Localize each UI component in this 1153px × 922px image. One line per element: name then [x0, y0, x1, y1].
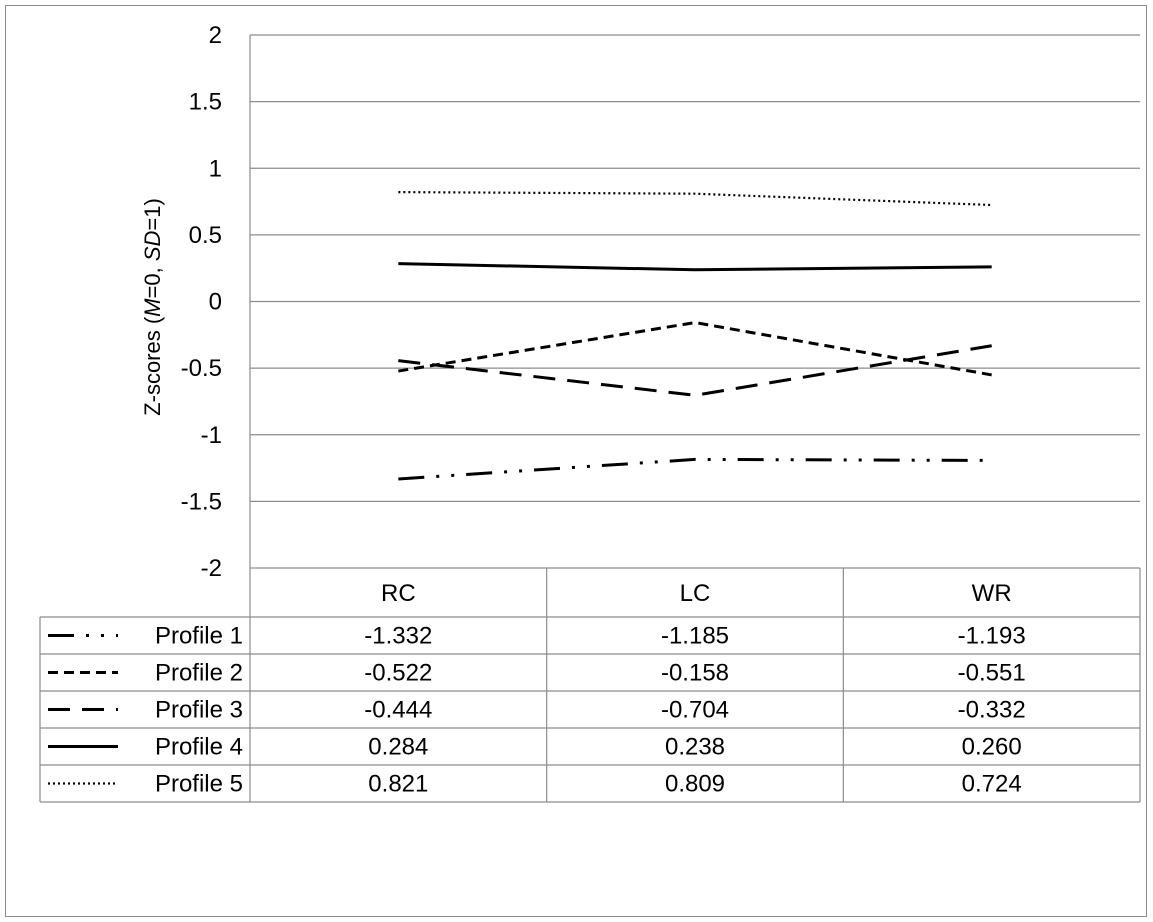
data-value-label: -0.444 — [364, 697, 432, 724]
gridlines — [249, 34, 1140, 569]
y-tick-label: 0.5 — [189, 222, 222, 249]
data-value-label: 0.260 — [962, 734, 1022, 761]
legend-label: Profile 5 — [155, 771, 243, 798]
category-header: LC — [680, 580, 711, 607]
data-value-label: 0.284 — [368, 734, 428, 761]
y-tick-label: 1.5 — [189, 89, 222, 116]
data-value-label: -0.522 — [364, 660, 432, 687]
series-line-profile-2 — [398, 321, 992, 377]
category-header: RC — [381, 580, 416, 607]
data-value-label: 0.809 — [665, 771, 725, 798]
series-line-profile-5 — [398, 191, 992, 207]
y-tick-label: -2 — [201, 555, 222, 582]
data-value-label: 0.821 — [368, 771, 428, 798]
y-tick-label: 0 — [209, 289, 222, 316]
y-axis-label: Z-scores (M=0, SD=1) — [140, 198, 165, 416]
y-tick-label: -0.5 — [181, 355, 222, 382]
category-header: WR — [972, 580, 1012, 607]
y-tick-label: -1 — [201, 422, 222, 449]
data-value-label: -1.193 — [958, 623, 1026, 650]
y-tick-label: -1.5 — [181, 488, 222, 515]
data-value-label: -0.551 — [958, 660, 1026, 687]
chart-frame — [5, 5, 1147, 917]
data-value-label: -0.158 — [661, 660, 729, 687]
data-value-label: -0.704 — [661, 697, 729, 724]
y-tick-label: 1 — [209, 155, 222, 182]
data-value-label: -1.185 — [661, 623, 729, 650]
data-value-label: -1.332 — [364, 623, 432, 650]
legend-label: Profile 3 — [155, 697, 243, 724]
data-table: RC LC WR Profile 1 -1.332 -1.185 -1.193 Profile… — [39, 568, 1141, 803]
series-line-profile-4 — [398, 262, 992, 272]
y-axis-tick-labels: 2 1.5 1 0.5 0 -0.5 -1 -1.5 -2 — [181, 22, 222, 582]
y-tick-label: 2 — [209, 22, 222, 49]
series-lines — [398, 191, 992, 481]
data-value-label: 0.724 — [962, 771, 1022, 798]
legend-label: Profile 4 — [155, 734, 243, 761]
series-line-profile-3 — [398, 344, 992, 397]
data-value-label: -0.332 — [958, 697, 1026, 724]
data-value-label: 0.238 — [665, 734, 725, 761]
legend-label: Profile 2 — [155, 660, 243, 687]
series-line-profile-1 — [398, 457, 992, 481]
legend-label: Profile 1 — [155, 623, 243, 650]
